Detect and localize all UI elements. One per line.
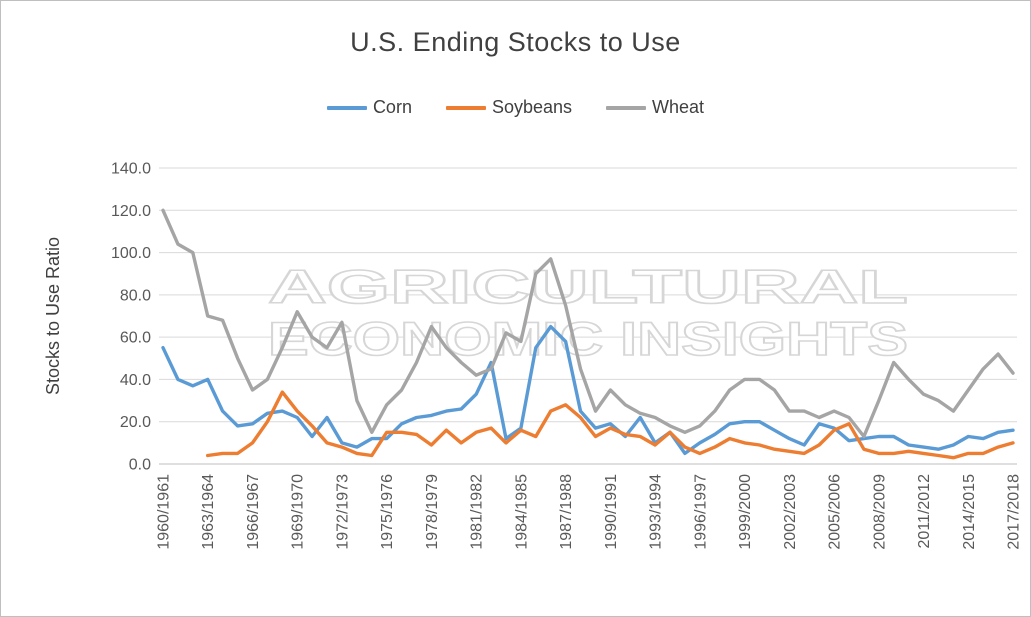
y-tick-label: 40.0 — [120, 372, 151, 389]
x-tick-label: 1963/1964 — [200, 474, 217, 550]
series-line-corn — [161, 324, 1015, 456]
legend-label-corn: Corn — [372, 97, 412, 117]
y-axis-title: Stocks to Use Ratio — [43, 237, 63, 395]
x-tick-label: 1993/1994 — [648, 474, 665, 550]
chart-legend: Corn Soybeans Wheat — [1, 97, 1030, 118]
x-tick-label: 1978/1979 — [424, 474, 441, 550]
y-tick-label: 80.0 — [120, 287, 151, 304]
y-tick-label: 140.0 — [111, 161, 151, 178]
x-tick-label: 2002/2003 — [782, 474, 799, 550]
y-tick-label: 100.0 — [111, 245, 151, 262]
chart-title: U.S. Ending Stocks to Use — [350, 27, 681, 57]
series-line-soybeans — [205, 390, 1015, 460]
x-tick-label: 1981/1982 — [469, 474, 486, 550]
chart-plot-area: 0.0 20.0 40.0 60.0 80.0 100.0 120.0 140.0 1960/1… — [43, 161, 1023, 550]
x-tick-label: 2008/2009 — [871, 474, 888, 550]
y-tick-label: 20.0 — [120, 414, 151, 431]
x-tick-label: 1972/1973 — [334, 474, 351, 550]
legend-item-corn: Corn — [326, 97, 412, 118]
legend-label-wheat: Wheat — [652, 97, 705, 117]
y-tick-label: 0.0 — [129, 457, 151, 474]
watermark-text: ECONOMIC INSIGHTS — [268, 312, 908, 365]
series-line-wheat — [161, 208, 1015, 439]
x-tick-label: 1966/1967 — [245, 474, 262, 550]
x-tick-label: 1990/1991 — [603, 474, 620, 550]
x-tick-label: 1999/2000 — [737, 474, 754, 550]
y-tick-label: 120.0 — [111, 203, 151, 220]
x-tick-label: 2011/2012 — [916, 474, 933, 549]
legend-item-wheat: Wheat — [606, 97, 704, 118]
legend-label-soybeans: Soybeans — [491, 97, 573, 117]
corn-line-swatch — [326, 105, 367, 110]
x-tick-label: 1969/1970 — [290, 474, 307, 550]
x-tick-label: 2017/2018 — [1006, 474, 1023, 550]
x-tick-label: 1975/1976 — [379, 474, 396, 550]
soybeans-line-swatch — [445, 105, 486, 110]
x-tick-label: 1984/1985 — [513, 474, 530, 550]
x-tick-label: 1960/1961 — [156, 474, 173, 550]
wheat-line-swatch — [606, 105, 647, 110]
watermark-text: AGRICULTURAL — [268, 260, 908, 313]
x-tick-label: 2014/2015 — [961, 474, 978, 550]
x-tick-label: 1996/1997 — [692, 474, 709, 550]
legend-item-soybeans: Soybeans — [445, 97, 573, 118]
y-tick-label: 60.0 — [120, 330, 151, 347]
x-tick-label: 2005/2006 — [827, 474, 844, 550]
x-tick-label: 1987/1988 — [558, 474, 575, 550]
